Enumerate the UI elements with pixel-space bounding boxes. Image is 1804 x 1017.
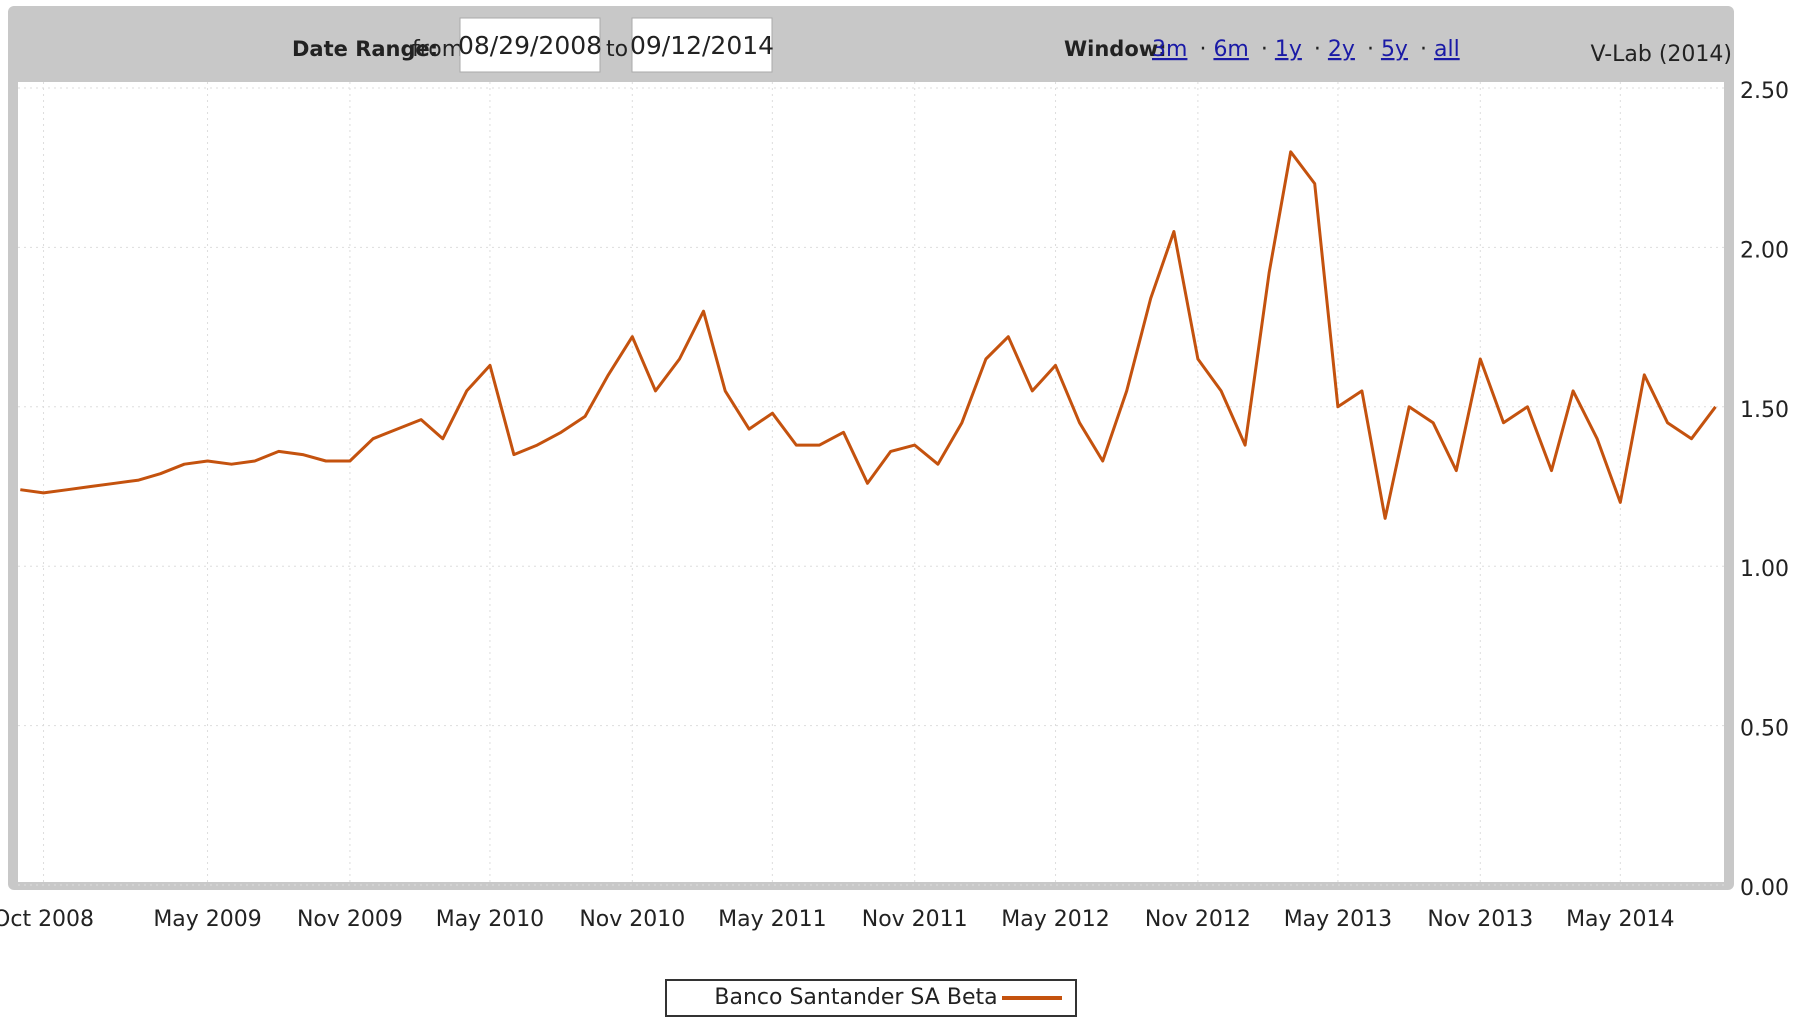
window-link[interactable]: 5y bbox=[1381, 37, 1408, 62]
x-tick-label: May 2012 bbox=[1001, 907, 1109, 932]
x-tick-label: Nov 2013 bbox=[1427, 907, 1533, 932]
x-tick-label: Nov 2010 bbox=[579, 907, 685, 932]
plot-area bbox=[18, 82, 1724, 882]
line-series bbox=[20, 150, 1717, 520]
legend-label: Banco Santander SA Beta bbox=[714, 985, 997, 1010]
x-tick-label: May 2013 bbox=[1284, 907, 1392, 932]
x-tick-label: May 2014 bbox=[1566, 907, 1674, 932]
separator: · bbox=[1199, 37, 1206, 62]
separator: · bbox=[1314, 37, 1321, 62]
window-label: Window: bbox=[1064, 37, 1167, 61]
y-tick-label: 2.50 bbox=[1740, 79, 1789, 104]
window-link[interactable]: 6m bbox=[1213, 37, 1248, 62]
x-tick-label: May 2011 bbox=[718, 907, 826, 932]
y-tick-label: 0.00 bbox=[1740, 876, 1789, 901]
y-tick-label: 1.00 bbox=[1740, 557, 1789, 582]
y-tick-label: 0.50 bbox=[1740, 717, 1789, 742]
separator: · bbox=[1367, 37, 1374, 62]
to-date[interactable]: 09/12/2014 bbox=[630, 31, 774, 60]
x-tick-label: Oct 2008 bbox=[0, 907, 94, 932]
x-tick-label: May 2009 bbox=[153, 907, 261, 932]
window-link[interactable]: 2y bbox=[1328, 37, 1355, 62]
from-date-input[interactable] bbox=[459, 17, 601, 73]
window-link[interactable]: all bbox=[1434, 37, 1460, 62]
x-tick-label: Nov 2011 bbox=[862, 907, 968, 932]
x-tick-label: Nov 2012 bbox=[1145, 907, 1251, 932]
date-range-label: Date Range: bbox=[292, 37, 438, 61]
separator: · bbox=[1261, 37, 1268, 62]
window-link[interactable]: 3m bbox=[1152, 37, 1187, 62]
y-tick-label: 2.00 bbox=[1740, 238, 1789, 263]
y-tick-label: 1.50 bbox=[1740, 398, 1789, 423]
from-label: from bbox=[412, 37, 463, 62]
separator: · bbox=[1420, 37, 1427, 62]
from-date[interactable]: 08/29/2008 bbox=[458, 31, 602, 60]
window-link[interactable]: 1y bbox=[1275, 37, 1302, 62]
to-label: to bbox=[606, 37, 628, 62]
x-tick-label: May 2010 bbox=[436, 907, 544, 932]
to-date-input[interactable] bbox=[631, 17, 773, 73]
source-label: V-Lab (2014) bbox=[1590, 42, 1732, 67]
x-tick-label: Nov 2009 bbox=[297, 907, 403, 932]
